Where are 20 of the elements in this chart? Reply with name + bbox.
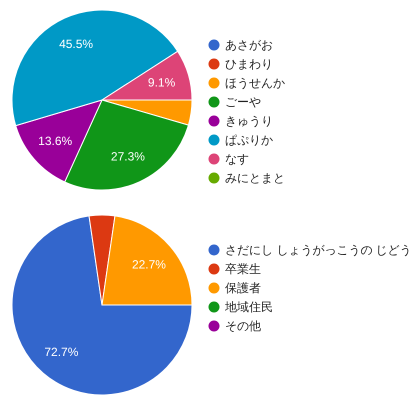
legend-label: 卒業生 [225,262,261,276]
data-label: 13.6% [38,134,72,148]
pie-slice [12,215,192,396]
legend-label: みにとまと [225,171,285,186]
legend-label: ほうせんか [225,76,285,90]
legend-label: さだにし しょうがっこうの じどう [225,243,412,258]
legend-label: きゅうり [225,114,273,128]
legend-label: 地域住民 [224,300,273,314]
data-label: 27.3% [110,150,146,164]
legend-label: ぱぷりか [225,133,273,148]
legend-label: 保護者 [225,281,261,296]
data-label: 9.1% [148,76,176,90]
data-label: 22.7% [132,258,166,272]
legend-label: なす [225,152,249,166]
legend-label: ごーや [225,95,261,110]
legend-label: その他 [225,319,261,334]
legend-label: ひまわり [225,57,273,72]
legend-label: あさがお [225,38,273,52]
data-label: 45.5% [59,36,94,51]
data-label: 72.7% [44,345,79,360]
